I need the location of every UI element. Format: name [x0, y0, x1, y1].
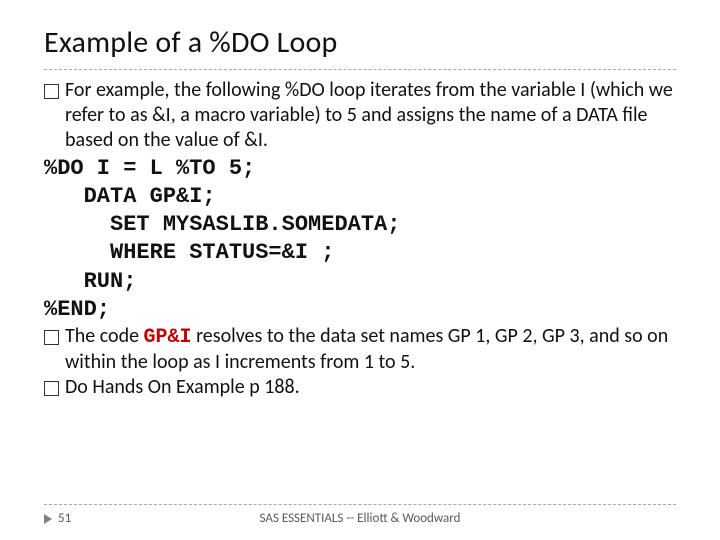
slide-content: For example, the following %DO loop iter…: [44, 78, 676, 400]
bullet-intro: For example, the following %DO loop iter…: [44, 78, 676, 153]
slide-footer: 51 SAS ESSENTIALS -- Elliott & Woodward: [44, 504, 676, 526]
bullet-resolve-text: The code GP&I resolves to the data set n…: [65, 324, 676, 375]
title-divider: [44, 69, 676, 70]
bullet-hands-on-text: Do Hands On Example p 188.: [65, 375, 676, 400]
slide: Example of a %DO Loop For example, the f…: [0, 0, 720, 540]
bullet-box-icon: [44, 84, 59, 99]
bullet-resolve: The code GP&I resolves to the data set n…: [44, 324, 676, 375]
bullet-box-icon: [44, 381, 59, 396]
footer-row: 51 SAS ESSENTIALS -- Elliott & Woodward: [44, 511, 676, 526]
code-block: %DO I = L %TO 5; DATA GP&I; SET MYSASLIB…: [44, 155, 676, 324]
page-number: 51: [58, 511, 71, 526]
inline-code-gpi: GP&I: [144, 326, 192, 349]
bullet-box-icon: [44, 330, 59, 345]
resolve-pre: The code: [65, 324, 144, 348]
bullet-hands-on: Do Hands On Example p 188.: [44, 375, 676, 400]
slide-title: Example of a %DO Loop: [44, 24, 676, 61]
footer-divider: [44, 504, 676, 505]
bullet-intro-text: For example, the following %DO loop iter…: [65, 78, 676, 153]
footer-source: SAS ESSENTIALS -- Elliott & Woodward: [260, 511, 461, 526]
arrow-icon: [44, 514, 52, 524]
